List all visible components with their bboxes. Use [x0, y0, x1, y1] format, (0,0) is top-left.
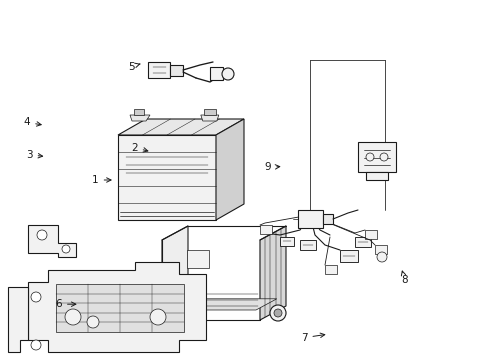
Polygon shape [323, 214, 332, 224]
Text: 2: 2 [131, 143, 147, 153]
Polygon shape [354, 237, 370, 247]
Text: 5: 5 [127, 62, 140, 72]
Text: 4: 4 [23, 117, 41, 127]
Polygon shape [374, 245, 386, 254]
Polygon shape [364, 230, 376, 239]
Polygon shape [170, 65, 183, 76]
Text: 9: 9 [264, 162, 279, 172]
Polygon shape [130, 115, 150, 121]
Polygon shape [280, 237, 293, 246]
Polygon shape [260, 225, 271, 234]
Polygon shape [209, 67, 223, 80]
Polygon shape [260, 226, 285, 320]
Text: 6: 6 [55, 299, 76, 309]
Circle shape [273, 309, 282, 317]
Circle shape [37, 230, 47, 240]
Polygon shape [118, 119, 244, 135]
Polygon shape [8, 287, 28, 352]
Circle shape [150, 309, 165, 325]
Polygon shape [203, 109, 215, 115]
Polygon shape [325, 265, 336, 274]
Polygon shape [216, 119, 244, 220]
Polygon shape [162, 226, 187, 320]
Circle shape [222, 68, 234, 80]
Circle shape [31, 340, 41, 350]
Polygon shape [165, 299, 276, 310]
Text: 1: 1 [92, 175, 111, 185]
Polygon shape [299, 240, 315, 250]
Circle shape [379, 153, 387, 161]
Polygon shape [357, 142, 395, 172]
Circle shape [269, 305, 285, 321]
Text: 8: 8 [401, 271, 407, 285]
Circle shape [31, 292, 41, 302]
Polygon shape [148, 62, 170, 78]
Polygon shape [56, 284, 183, 332]
Polygon shape [339, 250, 357, 262]
Text: 7: 7 [300, 333, 324, 343]
Circle shape [65, 309, 81, 325]
Text: 3: 3 [26, 150, 42, 160]
Polygon shape [297, 210, 323, 228]
Bar [186, 250, 208, 268]
Polygon shape [201, 115, 218, 121]
Circle shape [62, 245, 70, 253]
Polygon shape [118, 135, 216, 220]
Polygon shape [28, 262, 205, 352]
Polygon shape [28, 225, 76, 257]
Circle shape [376, 252, 386, 262]
Polygon shape [365, 172, 387, 180]
Circle shape [87, 316, 99, 328]
Circle shape [365, 153, 373, 161]
Polygon shape [134, 109, 143, 115]
